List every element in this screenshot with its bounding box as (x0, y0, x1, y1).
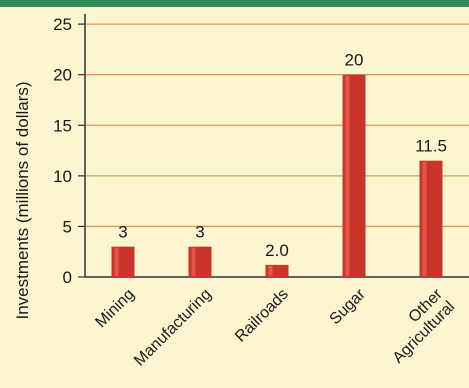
bar-highlight (114, 247, 119, 276)
bar-highlight (268, 265, 273, 276)
y-tick-label: 5 (63, 217, 72, 236)
category-label: Railroads (232, 286, 292, 346)
y-tick-label: 20 (53, 66, 72, 85)
y-tick-label: 0 (63, 268, 72, 287)
top-band (0, 0, 469, 7)
y-tick-label: 10 (53, 167, 72, 186)
category-label-line: Manufacturing (131, 286, 215, 370)
axes: 0 5 10 15 20 25 (53, 14, 469, 287)
labels: 3 Mining 3 Manufacturing 2.0 Railroads 20 Sugar… (92, 51, 458, 370)
y-axis-title: Investments (millions of dollars) (13, 81, 32, 319)
gridlines (85, 23, 469, 228)
category-label-line: Sugar (327, 285, 370, 328)
category-label: OtherAgricultural (377, 285, 459, 367)
data-label: 2.0 (265, 241, 289, 260)
data-label: 20 (345, 51, 364, 70)
category-label: Mining (92, 286, 137, 331)
category-label: Manufacturing (131, 286, 215, 370)
category-label-line: Railroads (232, 286, 292, 346)
category-label: Sugar (327, 285, 370, 328)
y-tick-label: 25 (53, 15, 72, 34)
category-label-line: Mining (92, 286, 137, 331)
bar-highlight (345, 75, 350, 276)
data-label: 11.5 (415, 137, 447, 156)
bars (111, 74, 443, 277)
y-tick-label: 15 (53, 116, 72, 135)
data-label: 3 (118, 223, 127, 242)
data-label: 3 (195, 223, 204, 242)
bar-highlight (422, 161, 427, 276)
bar-highlight (191, 247, 196, 276)
